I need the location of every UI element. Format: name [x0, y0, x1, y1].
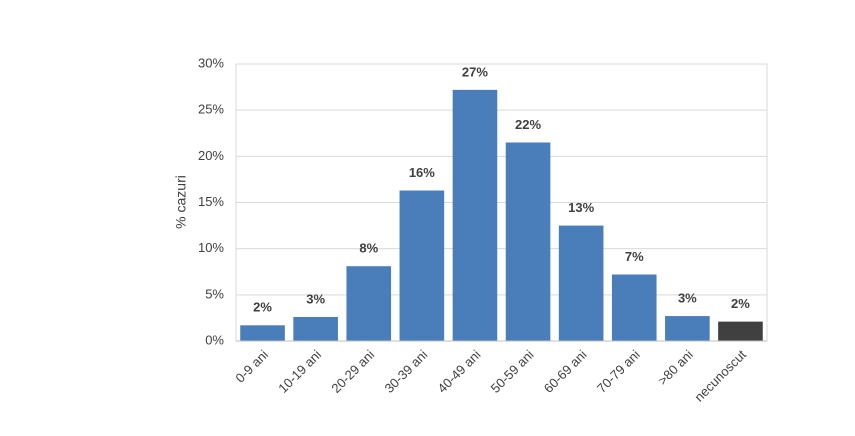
x-tick-label: 0-9 ani	[232, 347, 271, 386]
y-tick-label: 10%	[198, 240, 224, 255]
bar	[346, 266, 392, 341]
bar	[452, 89, 498, 341]
value-label: 3%	[306, 291, 325, 306]
y-tick-label: 0%	[205, 332, 224, 347]
x-tick-label: 50-59 ani	[488, 347, 537, 396]
bar	[240, 325, 285, 341]
bar	[558, 225, 604, 341]
bar	[665, 316, 710, 341]
bar	[293, 316, 338, 341]
y-tick-label: 20%	[198, 148, 224, 163]
bar	[505, 142, 551, 341]
value-label: 8%	[359, 241, 378, 256]
x-tick-label: necunoscut	[691, 347, 749, 405]
y-tick-label: 5%	[205, 286, 224, 301]
value-label: 22%	[515, 117, 541, 132]
value-label: 13%	[568, 200, 594, 215]
value-label: 2%	[731, 296, 750, 311]
x-tick-label: 60-69 ani	[541, 347, 590, 396]
y-axis-label: % cazuri	[173, 175, 189, 229]
y-tick-label: 15%	[198, 194, 224, 209]
x-tick-label: 40-49 ani	[435, 347, 484, 396]
value-label: 27%	[462, 64, 488, 79]
bar	[611, 274, 657, 341]
value-label: 2%	[253, 300, 272, 315]
bar	[718, 321, 763, 341]
x-tick-label: 20-29 ani	[328, 347, 377, 396]
x-tick-label: 10-19 ani	[275, 347, 324, 396]
y-tick-label: 30%	[198, 55, 224, 70]
value-label: 7%	[625, 249, 644, 264]
bar	[399, 190, 445, 341]
x-tick-label: 70-79 ani	[594, 347, 643, 396]
x-tick-label: 30-39 ani	[381, 347, 430, 396]
x-tick-label: >80 ani	[655, 347, 696, 388]
y-tick-label: 25%	[198, 102, 224, 117]
value-label: 3%	[678, 291, 697, 306]
value-label: 16%	[409, 165, 435, 180]
